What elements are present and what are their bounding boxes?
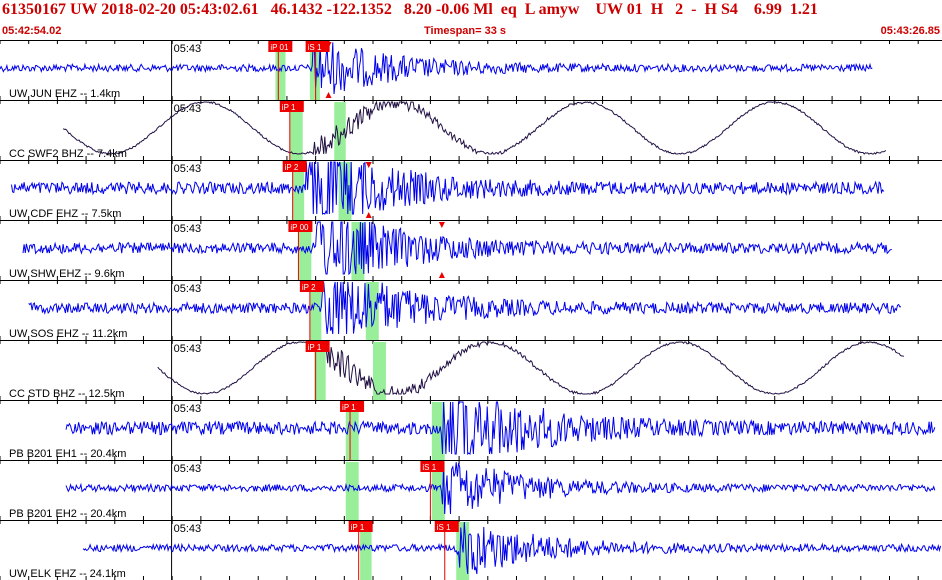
- amplitude-marker: [365, 212, 372, 218]
- pick-label: iP 2: [302, 283, 316, 292]
- trace-row: 05:43 iS 1 PB B201 EH2 -- 20.4km: [0, 460, 942, 520]
- pick-label: iP 01: [270, 43, 289, 52]
- amplitude-marker: [438, 222, 445, 228]
- minute-tick-label: 05:43: [174, 103, 202, 115]
- amplitude-marker: [325, 42, 332, 48]
- waveform: [62, 100, 887, 156]
- pick-window: [309, 282, 322, 340]
- trace-row: 05:43 iP 2 UW CDF EHZ -- 7.5km: [0, 160, 942, 220]
- amplitude-marker: [365, 162, 372, 168]
- pick-box: [420, 461, 445, 472]
- trace-row: 05:43 iP 1 PB B201 EH1 -- 20.4km: [0, 400, 942, 460]
- pick-label: iP 1: [351, 523, 365, 532]
- pick-window: [298, 222, 312, 280]
- trace-row: 05:43 iP 1 CC SWF2 BHZ -- 7.4km: [0, 100, 942, 160]
- minute-tick-label: 05:43: [174, 163, 202, 175]
- pick-box: [305, 341, 330, 352]
- pick-window: [345, 402, 359, 460]
- start-time: 05:42:54.02: [2, 25, 62, 37]
- pick-label: iP 2: [285, 163, 299, 172]
- station-label: CC STD BHZ -- 12.5km: [9, 388, 125, 400]
- pick-label: iS 1: [437, 523, 451, 532]
- waveform: [65, 401, 936, 456]
- minute-tick-label: 05:43: [174, 463, 202, 475]
- station-label: PB B201 EH1 -- 20.4km: [9, 448, 126, 460]
- pick-label: iS 1: [422, 463, 436, 472]
- pick-window: [345, 462, 359, 520]
- minute-tick-label: 05:43: [174, 403, 202, 415]
- minute-tick-label: 05:43: [174, 523, 202, 535]
- pick-window: [431, 462, 445, 520]
- trace-row: 05:43 iP 01 iS 1 UW JUN EHZ -- 1.4km: [0, 40, 942, 100]
- minute-tick-label: 05:43: [174, 283, 202, 295]
- pick-box: [340, 401, 365, 412]
- trace-row: 05:43 iP 2 UW SOS EHZ -- 11.2km: [0, 280, 942, 340]
- pick-box: [305, 41, 330, 52]
- pick-label: iP 1: [308, 343, 322, 352]
- trace-row: 05:43 iP 00 UW SHW EHZ -- 9.6km: [0, 220, 942, 280]
- pick-label: iS 1: [308, 43, 322, 52]
- waveform: [11, 161, 885, 215]
- pick-box: [348, 521, 373, 532]
- amplitude-marker: [325, 92, 332, 98]
- trace-row: 05:43 iP 1 CC STD BHZ -- 12.5km: [0, 340, 942, 400]
- minute-tick-label: 05:43: [174, 223, 202, 235]
- pick-window: [314, 342, 326, 400]
- timespan-label: Timespan= 33 s: [424, 25, 507, 37]
- seismogram-plot: 05:43 iP 01 iS 1 UW JUN EHZ -- 1.4km 05:43 iP…: [0, 40, 942, 580]
- waveform: [82, 521, 942, 575]
- pick-box: [299, 281, 324, 292]
- station-label: UW CDF EHZ -- 7.5km: [9, 208, 121, 220]
- waveform: [65, 461, 936, 515]
- amplitude-marker: [438, 272, 445, 278]
- station-label: UW JUN EHZ -- 1.4km: [9, 88, 120, 100]
- pick-window: [334, 102, 346, 160]
- station-label: UW ELK EHZ -- 24.1km: [9, 568, 126, 580]
- minute-tick-label: 05:43: [174, 43, 202, 55]
- pick-window: [289, 102, 303, 160]
- pick-label: iP 00: [290, 223, 309, 232]
- pick-label: iP 1: [342, 403, 356, 412]
- pick-window: [373, 342, 386, 400]
- pick-label: iP 1: [282, 103, 296, 112]
- minute-tick-label: 05:43: [174, 343, 202, 355]
- event-header: 61350167 UW 2018-02-20 05:43:02.61 46.14…: [2, 1, 818, 18]
- station-label: UW SOS EHZ -- 11.2km: [9, 328, 127, 340]
- trace-row: 05:43 iP 1 iS 1 UW ELK EHZ -- 24.1km: [0, 520, 942, 580]
- pick-box: [282, 161, 307, 172]
- station-label: CC SWF2 BHZ -- 7.4km: [9, 148, 127, 160]
- end-time: 05:43:26.85: [880, 25, 940, 37]
- pick-box: [434, 521, 459, 532]
- station-label: PB B201 EH2 -- 20.4km: [9, 508, 126, 520]
- pick-box: [288, 221, 313, 232]
- pick-box: [268, 41, 293, 52]
- pick-window: [275, 42, 286, 100]
- waveform: [157, 340, 904, 395]
- station-label: UW SHW EHZ -- 9.6km: [9, 268, 125, 280]
- waveform: [22, 221, 892, 276]
- waveform: [0, 41, 873, 95]
- pick-window: [360, 522, 372, 580]
- pick-box: [279, 101, 304, 112]
- waveform: [28, 281, 902, 335]
